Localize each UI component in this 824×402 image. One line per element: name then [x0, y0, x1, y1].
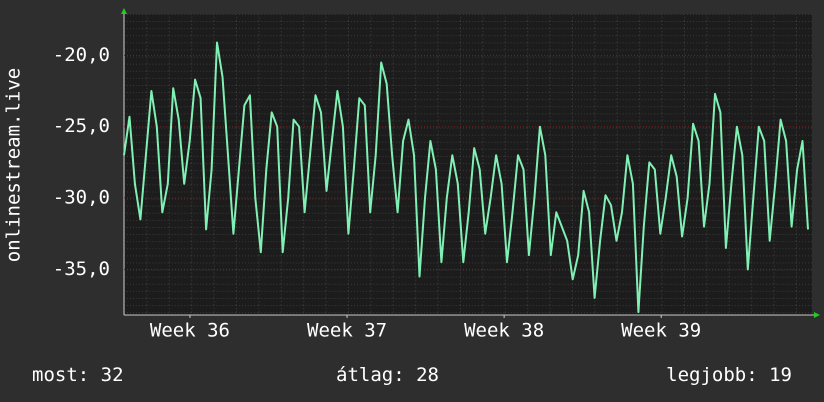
y-axis-label: onlinestream.live — [3, 68, 25, 262]
stat: átlag: 28 — [336, 364, 439, 386]
x-tick-label: Week 38 — [464, 320, 544, 342]
y-tick-label: -25,0 — [53, 115, 110, 137]
y-tick-label: -20,0 — [53, 44, 110, 66]
x-tick-label: Week 36 — [150, 320, 230, 342]
stat: most: 32 — [32, 364, 124, 386]
y-arrow — [121, 8, 127, 14]
stat-label: most: — [32, 364, 89, 386]
stat-value: 32 — [101, 364, 124, 386]
y-tick-label: -30,0 — [53, 187, 110, 209]
minor-grid — [124, 14, 812, 315]
x-tick-label: Week 39 — [621, 320, 701, 342]
stat-label: átlag: — [336, 364, 405, 386]
stat-value: 19 — [769, 364, 792, 386]
x-arrow — [814, 312, 820, 318]
stat-label: legjobb: — [666, 364, 758, 386]
data-line — [123, 41, 809, 314]
x-tick-label: Week 37 — [307, 320, 387, 342]
stat: legjobb: 19 — [666, 364, 792, 386]
stat-value: 28 — [416, 364, 439, 386]
y-tick-label: -35,0 — [53, 258, 110, 280]
